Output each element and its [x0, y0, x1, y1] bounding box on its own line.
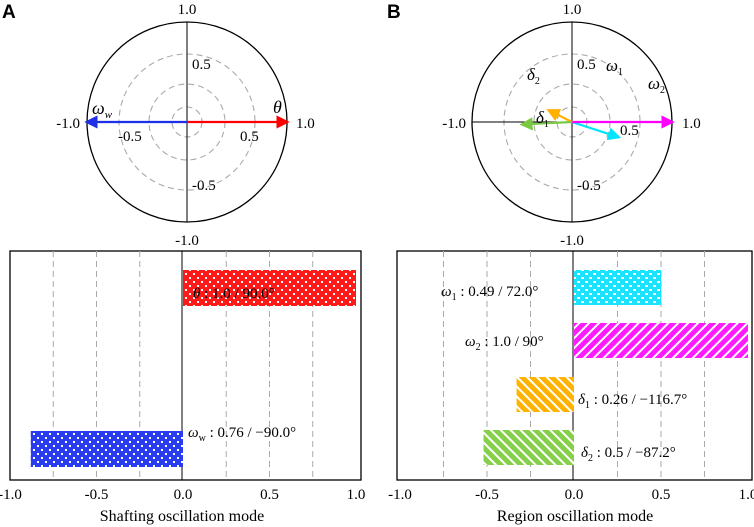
- polar-b-rtick: 0.5: [620, 123, 639, 139]
- polar-a-label-theta: θ: [273, 97, 282, 117]
- bar-xtick-label: 0.5: [260, 487, 279, 503]
- bar-xtick-label: -1.0: [388, 487, 412, 503]
- polar-b-tick-right: 1.0: [682, 116, 701, 132]
- polar-plot-a: 1.0 -1.0 -1.0 1.0 0.5 -0.5 -0.5 0.5 θ ωw: [56, 2, 315, 249]
- panel-a-label: A: [2, 2, 16, 23]
- bar-a-xlabel: Shafting oscillation mode: [100, 508, 264, 525]
- bar-xtick-label: 1.0: [347, 487, 366, 503]
- bar-b-frame: [396, 250, 753, 481]
- polar-a-rtick: 0.5: [192, 57, 211, 73]
- polar-a-tick-right: 1.0: [296, 116, 315, 132]
- polar-b-vector: [546, 109, 573, 123]
- bar-b-value-label-delta-2: δ2 : 0.5 / −87.2°: [581, 445, 676, 464]
- bar-xtick-label: 0.5: [652, 487, 671, 503]
- polar-b-rtick: 0.5: [577, 57, 596, 73]
- polar-b-tick-left: -1.0: [442, 116, 466, 132]
- bar: [574, 270, 661, 305]
- bar-chart-a: -1.0 -0.5 0.0 0.5 1.0 θ : 1.0 / 90.0° ωw : 0…: [0, 250, 366, 525]
- bar-b-value-label-delta-1: δ1 : 0.26 / −116.7°: [578, 392, 687, 411]
- bar-b-value-label-omega-2: ω2 : 1.0 / 90°: [465, 334, 544, 353]
- polar-a-tick-left: -1.0: [56, 116, 80, 132]
- bar: [183, 270, 356, 306]
- bar: [483, 430, 574, 465]
- panel-b-label: B: [387, 2, 401, 23]
- polar-b-label-omega-1: ω1: [606, 56, 623, 78]
- bar: [574, 323, 748, 358]
- bar-chart-b: -1.0 -0.5 0.0 0.5 1.0 ω1 : 0.49 / 72.0° ω2 :…: [388, 250, 754, 525]
- polar-a-rtick-left: -0.5: [118, 129, 142, 145]
- bar-b-value-label-omega-1: ω1 : 0.49 / 72.0°: [441, 284, 538, 303]
- bar-xtick-label: -0.5: [85, 487, 109, 503]
- polar-b-vector: [571, 120, 622, 141]
- polar-b-vector: [519, 117, 573, 131]
- bar-a-frame: [9, 250, 362, 481]
- bar-a-value-label-omega-w: ωw : 0.76 / −90.0°: [188, 425, 296, 444]
- polar-b-label-delta-2: δ2: [527, 65, 540, 87]
- bar-xtick-label: -1.0: [0, 487, 22, 503]
- polar-b-tick-bottom: -1.0: [560, 233, 584, 249]
- polar-b-rtick: -0.5: [577, 178, 601, 194]
- polar-a-rtick: -0.5: [192, 178, 216, 194]
- polar-b-label-delta-1: δ1: [536, 108, 549, 130]
- bar-a-value-label-theta: θ : 1.0 / 90.0°: [193, 286, 275, 302]
- bar-xtick-label: -0.5: [475, 487, 499, 503]
- polar-a-tick-bottom: -1.0: [175, 233, 199, 249]
- bar: [30, 431, 184, 467]
- polar-a-label-omega-w: ωw: [92, 98, 113, 121]
- polar-b-label-omega-2: ω2: [648, 74, 665, 96]
- bar: [516, 377, 574, 412]
- bar-xtick-label: 0.0: [565, 487, 584, 503]
- bar-b-xlabel: Region oscillation mode: [497, 508, 653, 525]
- polar-b-tick-top: 1.0: [563, 2, 582, 18]
- polar-plot-b: 1.0 -1.0 -1.0 1.0 0.5 0.5 -0.5 ω1 ω2 δ2 …: [442, 2, 701, 249]
- polar-a-rtick-right: 0.5: [240, 129, 259, 145]
- polar-a-tick-top: 1.0: [178, 2, 197, 18]
- bar-xtick-label: 1.0: [739, 487, 754, 503]
- bar-xtick-label: 0.0: [174, 487, 193, 503]
